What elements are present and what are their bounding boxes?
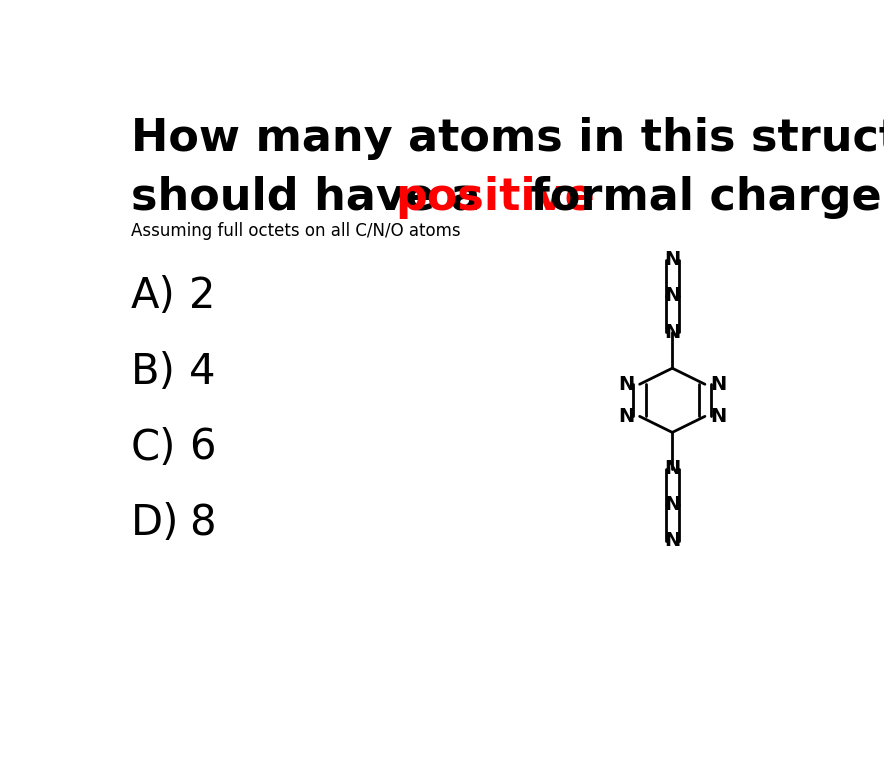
Text: 8: 8 bbox=[189, 503, 216, 544]
Text: N: N bbox=[618, 374, 634, 393]
Text: 6: 6 bbox=[189, 427, 216, 468]
Text: N: N bbox=[618, 407, 634, 426]
Text: D): D) bbox=[131, 503, 179, 544]
Text: 4: 4 bbox=[189, 351, 216, 393]
Text: B): B) bbox=[131, 351, 176, 393]
Text: How many atoms in this structure: How many atoms in this structure bbox=[131, 117, 884, 160]
Text: N: N bbox=[664, 287, 681, 305]
Text: N: N bbox=[664, 322, 681, 342]
Text: 2: 2 bbox=[189, 275, 216, 317]
Text: N: N bbox=[664, 531, 681, 550]
Text: A): A) bbox=[131, 275, 176, 317]
Text: formal charge?: formal charge? bbox=[514, 176, 884, 218]
Text: N: N bbox=[664, 459, 681, 478]
Text: N: N bbox=[711, 407, 727, 426]
Text: N: N bbox=[664, 250, 681, 269]
Text: N: N bbox=[664, 495, 681, 514]
Text: C): C) bbox=[131, 427, 177, 468]
Text: should have a: should have a bbox=[131, 176, 496, 218]
Text: N: N bbox=[711, 374, 727, 393]
Text: positive: positive bbox=[395, 176, 595, 218]
Text: Assuming full octets on all C/N/O atoms: Assuming full octets on all C/N/O atoms bbox=[131, 222, 461, 240]
